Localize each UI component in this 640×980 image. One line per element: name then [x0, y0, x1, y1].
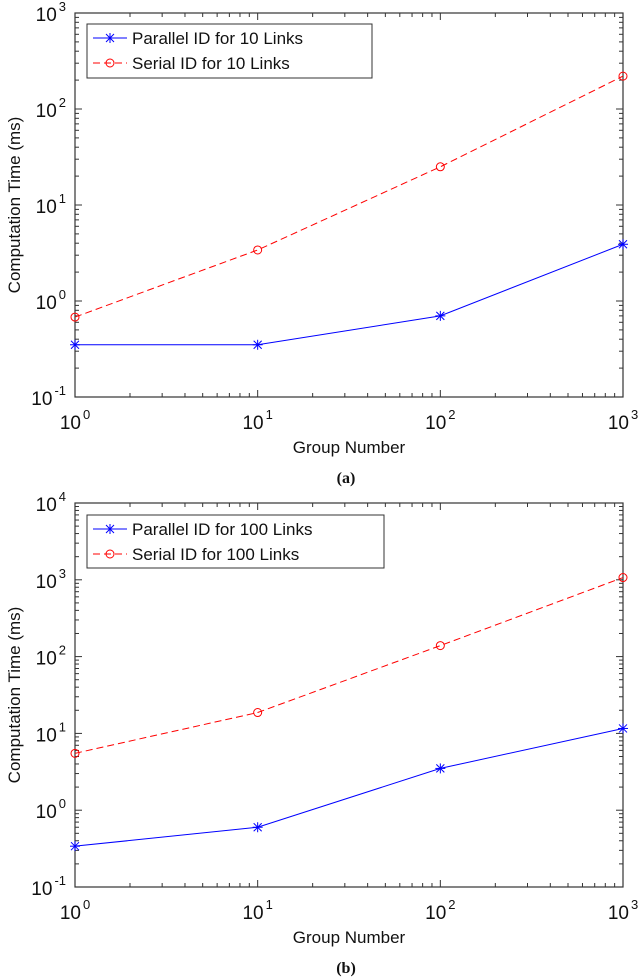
- legend-label: Parallel ID for 100 Links: [132, 520, 312, 539]
- data-point-circle: [253, 245, 263, 255]
- data-point-asterisk: [105, 33, 115, 43]
- asterisk-stroke: [618, 239, 628, 249]
- x-tick-label: 10 2: [425, 407, 455, 434]
- legend-entry: Parallel ID for 10 Links: [93, 29, 303, 48]
- asterisk-stroke: [105, 524, 115, 534]
- y-tick-exponent: 2: [59, 643, 66, 658]
- asterisk-stroke: [70, 340, 80, 350]
- x-tick-exponent: 1: [266, 897, 273, 912]
- asterisk-stroke: [253, 340, 263, 350]
- y-tick-label: 10 -1: [31, 383, 66, 410]
- data-point-circle: [70, 748, 80, 758]
- asterisk-stroke: [435, 311, 445, 321]
- legend: Parallel ID for 10 Links Serial ID for 10…: [86, 23, 373, 79]
- series-line: [74, 727, 624, 847]
- y-tick-label: 10 0: [36, 287, 66, 314]
- subplot-caption: (a): [337, 470, 356, 487]
- data-point-asterisk: [435, 310, 446, 321]
- asterisk-stroke: [435, 764, 445, 773]
- x-tick-label: 10 3: [608, 407, 638, 434]
- data-point-asterisk: [435, 763, 446, 774]
- y-tick-exponent: 4: [59, 489, 66, 504]
- legend-box: [86, 23, 373, 79]
- x-tick-label: 10 0: [60, 897, 90, 924]
- series-parallel: [70, 239, 628, 350]
- legend-entry: Serial ID for 100 Links: [93, 545, 299, 564]
- data-point-circle: [435, 641, 445, 651]
- x-tick-exponent: 0: [83, 897, 90, 912]
- legend-label: Serial ID for 10 Links: [132, 54, 290, 73]
- x-tick-label: 10 1: [242, 897, 272, 924]
- legend: Parallel ID for 100 Links Serial ID for 1…: [86, 514, 385, 569]
- x-tick-label: 10 2: [425, 897, 455, 924]
- y-tick-exponent: 0: [59, 796, 66, 811]
- y-axis-label: Computation Time (ms): [5, 117, 24, 294]
- data-point-circle: [105, 58, 115, 68]
- y-tick-exponent: -1: [54, 383, 66, 398]
- y-tick-label: 10 4: [36, 489, 66, 516]
- y-tick-exponent: -1: [54, 873, 66, 888]
- data-point-circle: [105, 549, 115, 559]
- legend-entry: Serial ID for 10 Links: [93, 54, 290, 73]
- y-tick-exponent: 1: [59, 191, 66, 206]
- data-point-asterisk: [618, 239, 628, 250]
- legend-label: Parallel ID for 10 Links: [132, 29, 303, 48]
- x-tick-exponent: 3: [631, 897, 638, 912]
- y-tick-label: 10 1: [36, 191, 66, 218]
- y-tick-label: 10 2: [36, 643, 66, 670]
- data-point-circle: [618, 71, 628, 81]
- asterisk-stroke: [70, 841, 80, 851]
- y-tick-label: 10 0: [36, 796, 66, 823]
- x-tick-label: 10 1: [242, 407, 272, 434]
- y-tick-label: 10 2: [36, 95, 66, 122]
- series-line: [75, 243, 624, 346]
- legend-entry: Parallel ID for 100 Links: [93, 520, 312, 539]
- y-tick-exponent: 3: [59, 0, 66, 14]
- y-tick-label: 10 3: [36, 0, 66, 26]
- y-tick-label: 10 1: [36, 719, 66, 746]
- series-parallel: [70, 723, 628, 852]
- y-axis-label: Computation Time (ms): [5, 607, 24, 784]
- asterisk-stroke: [105, 33, 115, 43]
- subplot-caption: (b): [336, 960, 356, 977]
- x-tick-label: 10 3: [608, 897, 638, 924]
- data-point-asterisk: [70, 339, 80, 350]
- data-point-asterisk: [70, 841, 80, 852]
- y-tick-label: 10 3: [36, 566, 66, 593]
- data-point-asterisk: [252, 822, 263, 833]
- legend-label: Serial ID for 100 Links: [132, 545, 299, 564]
- series-serial: [70, 71, 628, 322]
- data-point-asterisk: [618, 723, 628, 734]
- data-point-asterisk: [105, 524, 115, 534]
- y-tick-exponent: 3: [59, 566, 66, 581]
- legend-box: [86, 514, 385, 569]
- data-point-circle: [618, 573, 628, 583]
- x-axis-label: Group Number: [293, 438, 406, 457]
- series-serial: [70, 573, 628, 758]
- y-tick-exponent: 2: [59, 95, 66, 110]
- y-tick-exponent: 1: [59, 719, 66, 734]
- x-tick-exponent: 2: [448, 897, 455, 912]
- data-point-circle: [435, 162, 445, 172]
- y-tick-label: 10 -1: [31, 873, 66, 900]
- asterisk-stroke: [253, 822, 263, 832]
- x-tick-label: 10 0: [60, 407, 90, 434]
- series-line: [74, 75, 624, 318]
- x-tick-exponent: 0: [83, 407, 90, 422]
- data-point-circle: [70, 312, 80, 322]
- data-point-circle: [253, 708, 263, 718]
- x-tick-exponent: 3: [631, 407, 638, 422]
- data-point-asterisk: [252, 339, 263, 350]
- x-axis-label: Group Number: [293, 928, 406, 947]
- x-tick-exponent: 1: [266, 407, 273, 422]
- y-tick-exponent: 0: [59, 287, 66, 302]
- series-line: [74, 577, 624, 754]
- x-tick-exponent: 2: [448, 407, 455, 422]
- asterisk-stroke: [618, 724, 628, 733]
